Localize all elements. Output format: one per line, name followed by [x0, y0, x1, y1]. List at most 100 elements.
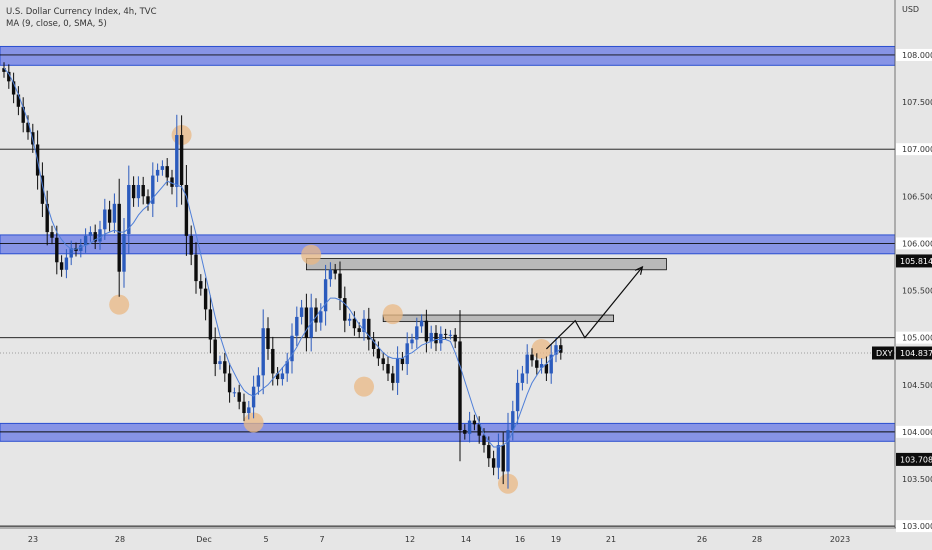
candle-31[interactable]: [151, 162, 155, 218]
candle-113[interactable]: [544, 356, 549, 381]
candle-91[interactable]: [439, 326, 443, 351]
candle-13[interactable]: [64, 249, 69, 279]
candle-2[interactable]: [11, 72, 16, 104]
candle-28[interactable]: [136, 176, 141, 207]
candle-77[interactable]: [371, 331, 376, 357]
candle-110[interactable]: [530, 348, 534, 367]
candle-32[interactable]: [155, 163, 160, 182]
candle-69[interactable]: [333, 263, 337, 280]
candle-19[interactable]: [93, 224, 97, 250]
candle-37[interactable]: [179, 115, 184, 205]
candle-49[interactable]: [237, 384, 241, 410]
candle-9[interactable]: [45, 190, 49, 246]
candle-89[interactable]: [429, 325, 433, 349]
candle-61[interactable]: [295, 306, 299, 347]
candle-21[interactable]: [103, 198, 107, 240]
candle-106[interactable]: [511, 400, 515, 441]
candle-35[interactable]: [170, 169, 174, 195]
candle-39[interactable]: [189, 225, 193, 266]
candle-70[interactable]: [338, 261, 342, 311]
candle-88[interactable]: [424, 309, 429, 353]
candle-8[interactable]: [40, 162, 45, 218]
candle-56[interactable]: [271, 336, 275, 386]
candle-30[interactable]: [146, 189, 150, 211]
candle-3[interactable]: [16, 86, 21, 116]
candle-105[interactable]: [506, 412, 510, 489]
candle-109[interactable]: [525, 344, 529, 384]
candle-25[interactable]: [122, 217, 126, 288]
candle-79[interactable]: [381, 351, 385, 371]
candle-12[interactable]: [59, 255, 64, 277]
candle-40[interactable]: [194, 242, 198, 294]
candle-16[interactable]: [79, 238, 83, 258]
candle-78[interactable]: [376, 341, 381, 366]
candle-44[interactable]: [213, 327, 217, 377]
candle-94[interactable]: [453, 328, 457, 349]
candle-59[interactable]: [285, 352, 289, 382]
candle-55[interactable]: [266, 317, 270, 360]
candle-102[interactable]: [491, 450, 496, 476]
candle-14[interactable]: [69, 240, 73, 266]
candle-73[interactable]: [352, 311, 357, 336]
candle-43[interactable]: [208, 295, 213, 354]
candle-108[interactable]: [520, 365, 525, 391]
candle-58[interactable]: [280, 367, 285, 386]
candle-52[interactable]: [251, 375, 256, 419]
candle-86[interactable]: [415, 317, 419, 349]
candle-51[interactable]: [247, 400, 251, 420]
candle-72[interactable]: [347, 313, 352, 326]
candle-63[interactable]: [304, 293, 309, 352]
candle-82[interactable]: [395, 346, 400, 395]
candle-46[interactable]: [223, 352, 227, 382]
candle-27[interactable]: [131, 176, 136, 207]
candle-26[interactable]: [127, 165, 131, 254]
candle-92[interactable]: [443, 328, 448, 340]
candle-4[interactable]: [21, 97, 25, 133]
candle-80[interactable]: [386, 356, 390, 381]
candle-95[interactable]: [458, 310, 462, 462]
candle-104[interactable]: [501, 432, 505, 485]
candle-10[interactable]: [50, 225, 54, 245]
candle-97[interactable]: [467, 411, 472, 443]
candle-29[interactable]: [141, 176, 145, 205]
candle-48[interactable]: [232, 387, 237, 398]
candle-45[interactable]: [218, 355, 222, 370]
candle-99[interactable]: [477, 416, 481, 444]
candle-75[interactable]: [362, 310, 366, 341]
candle-81[interactable]: [391, 365, 395, 391]
candle-42[interactable]: [203, 277, 208, 321]
candle-112[interactable]: [539, 358, 544, 374]
candle-23[interactable]: [112, 193, 117, 234]
candle-57[interactable]: [275, 367, 280, 386]
candle-54[interactable]: [261, 309, 265, 395]
candle-41[interactable]: [199, 274, 203, 296]
candle-62[interactable]: [299, 299, 304, 325]
candle-96[interactable]: [463, 424, 467, 440]
candle-100[interactable]: [482, 428, 486, 453]
candle-24[interactable]: [117, 178, 121, 297]
candle-18[interactable]: [88, 226, 93, 242]
candle-116[interactable]: [559, 338, 563, 360]
candle-90[interactable]: [434, 325, 438, 352]
candle-38[interactable]: [184, 165, 189, 256]
candle-65[interactable]: [314, 298, 318, 332]
candle-83[interactable]: [400, 351, 405, 371]
candle-93[interactable]: [448, 330, 453, 340]
candle-50[interactable]: [242, 393, 246, 422]
candle-76[interactable]: [367, 307, 371, 351]
candle-111[interactable]: [535, 353, 539, 375]
candle-53[interactable]: [256, 367, 261, 395]
candle-67[interactable]: [323, 264, 328, 326]
candle-66[interactable]: [319, 303, 323, 331]
candle-22[interactable]: [107, 200, 112, 232]
candle-107[interactable]: [515, 369, 520, 425]
candle-84[interactable]: [405, 332, 409, 375]
candle-60[interactable]: [290, 323, 294, 374]
candle-68[interactable]: [328, 262, 333, 287]
candle-47[interactable]: [227, 363, 232, 403]
candle-114[interactable]: [549, 344, 553, 384]
candle-33[interactable]: [160, 160, 165, 176]
candle-98[interactable]: [472, 414, 477, 431]
candle-36[interactable]: [175, 114, 179, 208]
